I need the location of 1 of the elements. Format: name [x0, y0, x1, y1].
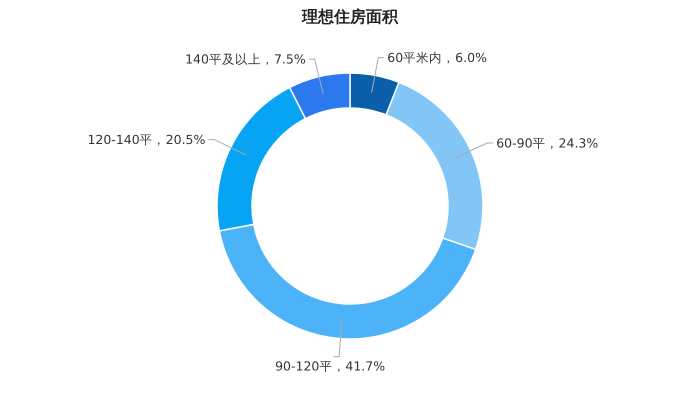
title: 理想住房面积: [302, 7, 398, 26]
